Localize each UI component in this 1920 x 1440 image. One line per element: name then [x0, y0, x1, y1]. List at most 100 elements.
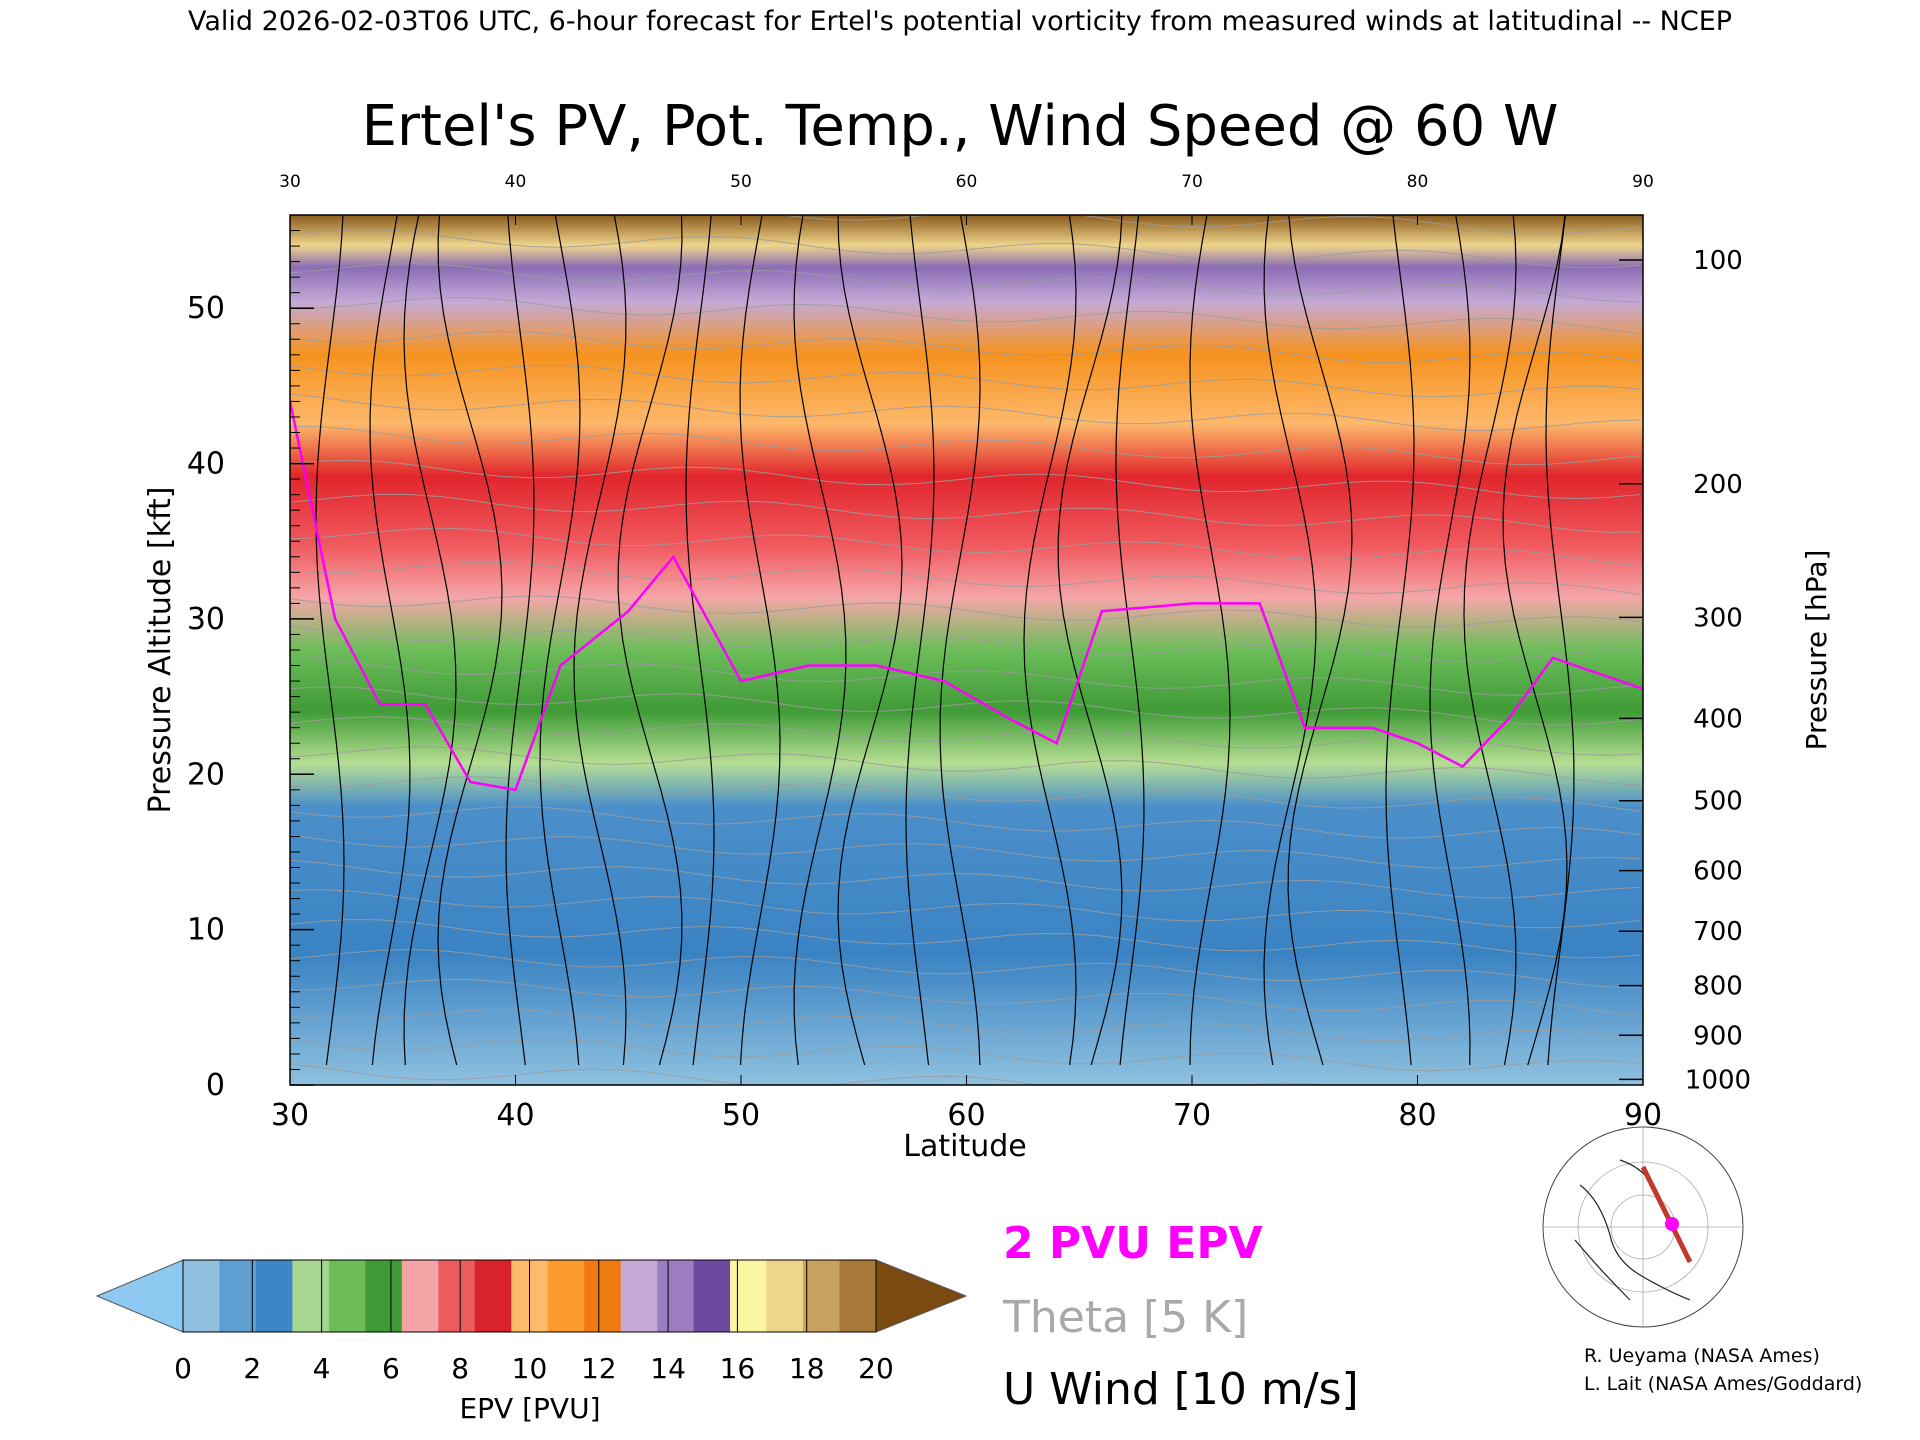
pressure-tick-label: 800	[1693, 972, 1743, 1002]
theta-contour-line	[290, 746, 1641, 786]
y-axis-label: Pressure Altitude [kft]	[143, 487, 178, 814]
x-tick-label: 30	[271, 1098, 309, 1133]
colorbar-segment	[292, 1260, 330, 1332]
pressure-tick-label: 900	[1693, 1021, 1743, 1051]
x-tick-label: 60	[947, 1098, 985, 1133]
y-tick-label: 0	[206, 1068, 225, 1103]
u-wind-contour-line	[739, 215, 781, 1066]
x-axis-top: 30 40 50 60 70 80 90	[279, 172, 1654, 225]
u-wind-contour-line	[837, 215, 903, 1066]
colorbar-tick-label: 10	[512, 1352, 548, 1385]
theta-contours	[290, 215, 1641, 1085]
theta-contour-line	[290, 393, 1641, 432]
legend-theta: Theta [5 K]	[1002, 1292, 1248, 1343]
y-axis-right-pressure: 100 200 300 400 500 600 700 800 900 1000	[1619, 246, 1751, 1095]
u-wind-contour-line	[1545, 215, 1575, 1066]
u-wind-contour-line	[573, 215, 627, 1066]
pressure-tick-label: 600	[1693, 857, 1743, 887]
inset-map	[1542, 1126, 1744, 1328]
pressure-tick-label: 300	[1693, 603, 1743, 633]
theta-contour-line	[290, 330, 1641, 364]
colorbar-tick-label: 2	[243, 1352, 261, 1385]
plot-area	[290, 215, 1643, 1085]
legend: 2 PVU EPV Theta [5 K] U Wind [10 m/s]	[1002, 1218, 1359, 1415]
colorbar-tick-label: 20	[858, 1352, 894, 1385]
colorbar-segment	[803, 1260, 841, 1332]
theta-contour-line	[290, 1063, 1333, 1085]
pressure-tick-label: 400	[1693, 704, 1743, 734]
x-top-tick-label: 80	[1407, 172, 1429, 192]
colorbar-tick-label: 12	[581, 1352, 617, 1385]
colorbar-segment	[401, 1260, 439, 1332]
credit-line-2: L. Lait (NASA Ames/Goddard)	[1584, 1373, 1862, 1395]
x-axis-label: Latitude	[903, 1129, 1026, 1164]
legend-2pvu: 2 PVU EPV	[1003, 1218, 1263, 1269]
theta-contour-line	[290, 527, 1641, 567]
y-tick-label: 10	[187, 913, 225, 948]
colorbar-tick-label: 8	[451, 1352, 469, 1385]
x-top-tick-label: 30	[279, 172, 301, 192]
x-top-tick-label: 40	[505, 172, 527, 192]
theta-contour-line	[290, 297, 1641, 335]
x-tick-label: 40	[496, 1098, 534, 1133]
theta-contour-line	[290, 716, 1641, 756]
y-tick-label: 30	[187, 602, 225, 637]
theta-contour-line	[290, 229, 1641, 269]
x-tick-label: 70	[1173, 1098, 1211, 1133]
location-marker	[1665, 1217, 1679, 1231]
theta-contour-line	[290, 625, 1641, 662]
colorbar-tick-label: 0	[174, 1352, 192, 1385]
u-wind-contour-line	[685, 215, 715, 1066]
u-wind-contour-line	[437, 215, 503, 1066]
u-wind-contour-line	[1463, 215, 1517, 1066]
colorbar-segment	[183, 1260, 221, 1332]
theta-contour-line	[290, 364, 1641, 398]
legend-u-wind: U Wind [10 m/s]	[1003, 1364, 1359, 1415]
pressure-tick-label: 500	[1693, 787, 1743, 817]
theta-contour-line	[290, 425, 1641, 466]
theta-contour-line	[290, 806, 1641, 839]
y-tick-label: 40	[187, 447, 225, 482]
colorbar-over-arrow	[875, 1259, 968, 1333]
colorbar-segment	[620, 1260, 658, 1332]
u-wind-contour-line	[315, 215, 345, 1066]
u-wind-contour-line	[1263, 215, 1317, 1066]
x-axis-bottom: 30 40 50 60 70 80 90	[271, 1075, 1662, 1133]
y2-axis-label: Pressure [hPa]	[1800, 550, 1833, 751]
colorbar-segment	[839, 1260, 877, 1332]
x-top-tick-label: 90	[1632, 172, 1654, 192]
y-tick-label: 50	[187, 291, 225, 326]
colorbar: 0 2 4 6 8 10 12 14 16 18 20	[95, 1259, 968, 1385]
colorbar-label: EPV [PVU]	[459, 1392, 600, 1425]
colorbar-segment	[693, 1260, 731, 1332]
u-wind-contour-line	[1115, 215, 1145, 1066]
colorbar-tick-label: 18	[789, 1352, 825, 1385]
cross-section-track	[1640, 1165, 1693, 1264]
theta-contour-line	[290, 889, 1641, 929]
u-wind-contour-line	[505, 215, 535, 1066]
y-axis-left: 0 10 20 30 40 50	[187, 214, 314, 1103]
theta-contour-line	[290, 595, 1641, 628]
pressure-tick-label: 1000	[1685, 1065, 1751, 1095]
u-wind-contour-line	[1189, 215, 1231, 1066]
x-tick-label: 50	[722, 1098, 760, 1133]
x-top-tick-label: 60	[956, 172, 978, 192]
colorbar-segment	[730, 1260, 768, 1332]
u-wind-contour-line	[939, 215, 981, 1066]
u-wind-contour-line	[793, 215, 847, 1066]
pressure-tick-label: 700	[1693, 917, 1743, 947]
valid-time-header: Valid 2026-02-03T06 UTC, 6-hour forecast…	[188, 6, 1732, 37]
colorbar-tick-label: 16	[720, 1352, 756, 1385]
colorbar-segment	[328, 1260, 366, 1332]
theta-contour-line	[290, 1008, 1641, 1042]
theta-contour-line	[290, 656, 1641, 696]
theta-contour-line	[290, 561, 1641, 595]
tropopause-2pvu-line	[290, 401, 1643, 792]
theta-contour-line	[779, 215, 1641, 235]
u-wind-contour-line	[1287, 215, 1353, 1066]
u-wind-contours	[315, 215, 1575, 1066]
u-wind-contour-line	[539, 215, 581, 1066]
theta-contour-line	[290, 834, 1641, 869]
pressure-tick-label: 200	[1693, 470, 1743, 500]
